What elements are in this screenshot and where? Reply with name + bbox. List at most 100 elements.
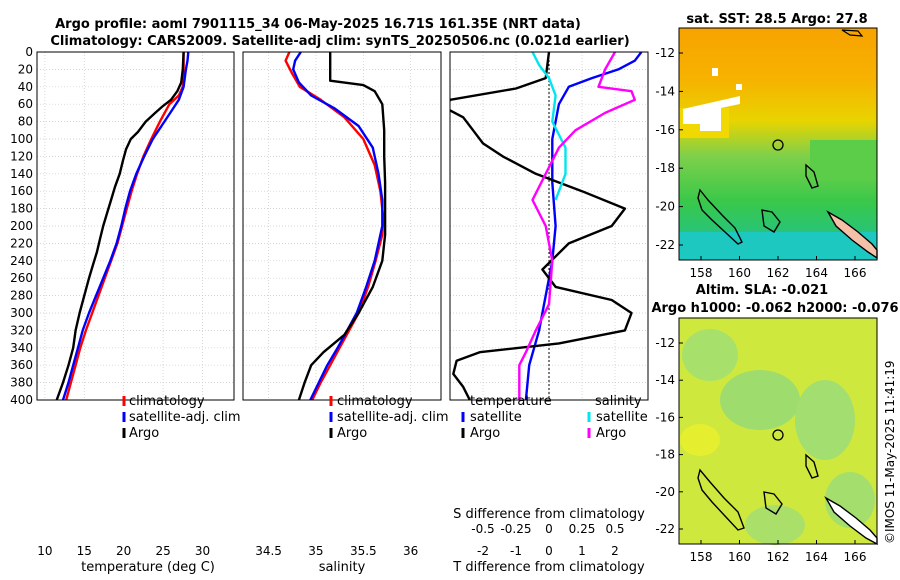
sst-map-panel: sat. SST: 28.5 Argo: 27.8 158 160 162 164 16… <box>655 12 878 280</box>
y-tick-label: 0 <box>25 45 33 59</box>
legend-s-satellite-label: satellite <box>596 410 648 425</box>
map-x-tick-label: 164 <box>805 266 828 280</box>
map-y-tick-label: -12 <box>655 336 675 350</box>
x-tick-label: -2 <box>477 544 489 558</box>
map-y-tick-label: -22 <box>655 522 675 536</box>
difference-ticks: -2 -1 0 1 2 -0.5 -0.25 0 0.25 0.5 <box>471 522 624 558</box>
x2-tick-label: 0 <box>545 522 553 536</box>
sst-coastline-islet <box>805 163 819 189</box>
y-tick-label: 280 <box>10 289 33 303</box>
difference-lines <box>450 52 643 400</box>
sst-cloud-mask <box>683 96 740 131</box>
map-x-tick-label: 162 <box>767 550 790 564</box>
sst-cloud-pixel <box>736 84 742 90</box>
x2-tick-label: -0.5 <box>471 522 494 536</box>
sst-cloud-pixel <box>712 68 718 76</box>
salinity-grid <box>243 51 441 401</box>
imos-watermark: ©IMOS 11-May-2025 11:41:19 <box>883 360 897 544</box>
temperature-lines <box>55 52 190 400</box>
difference-series-line <box>531 52 567 201</box>
y-tick-label: 220 <box>10 236 33 250</box>
sst-argo-marker <box>772 139 784 151</box>
sla-high-blob <box>680 424 720 456</box>
salinity-diff-legend: salinity satellite Argo <box>587 394 648 441</box>
y-tick-label: 260 <box>10 271 33 285</box>
map-x-tick-label: 158 <box>690 266 713 280</box>
title-line-1: Argo profile: aoml 7901115_34 06-May-202… <box>55 17 581 32</box>
sla-map-ticks: 158 160 162 164 166 -12 -14 -16 -18 -20 -22 <box>655 336 866 564</box>
sla-map-title: Altim. SLA: -0.021 <box>696 283 828 298</box>
sla-coastline-islet <box>805 453 819 479</box>
map-y-tick-label: -20 <box>655 200 675 214</box>
salinity-lines <box>284 52 387 400</box>
legend-argo-label: Argo <box>129 426 159 441</box>
legend-s-argo-label: Argo <box>596 426 626 441</box>
y-tick-label: 300 <box>10 306 33 320</box>
legend-temperature-title: temperature <box>470 394 552 409</box>
y-tick-label: 80 <box>18 115 33 129</box>
x-tick-label: 20 <box>116 544 131 558</box>
sla-coastline-island <box>697 468 745 531</box>
x-tick-label: 35.5 <box>350 544 377 558</box>
x-tick-label: 0 <box>545 544 553 558</box>
difference-panel: -2 -1 0 1 2 -0.5 -0.25 0 0.25 0.5 S difference fr… <box>449 51 649 575</box>
sst-map-ticks: 158 160 162 164 166 -12 -14 -16 -18 -20 -22 <box>655 46 866 280</box>
x-tick-label: 30 <box>195 544 210 558</box>
sla-map-subtitle: Argo h1000: -0.062 h2000: -0.076 <box>651 301 898 316</box>
temperature-legend: climatology satellite-adj. clim Argo <box>122 394 241 441</box>
y-tick-label: 340 <box>10 341 33 355</box>
y-tick-label: 240 <box>10 254 33 268</box>
map-y-tick-label: -14 <box>655 84 675 98</box>
x2-tick-label: 0.25 <box>569 522 596 536</box>
sst-map-title: sat. SST: 28.5 Argo: 27.8 <box>686 12 867 27</box>
temperature-axes-box <box>36 51 235 401</box>
sst-patch-green <box>810 140 877 180</box>
temperature-series-line <box>61 52 190 400</box>
map-y-tick-label: -18 <box>655 448 675 462</box>
map-y-tick-label: -22 <box>655 238 675 252</box>
difference-xlabel-t: T difference from climatology <box>452 560 645 575</box>
legend-t-satellite-label: satellite <box>470 410 522 425</box>
salinity-ticks: 34.5 35 35.5 36 <box>255 544 418 558</box>
difference-series-line <box>450 52 633 400</box>
legend-salinity-title: salinity <box>595 394 642 409</box>
y-tick-label: 360 <box>10 358 33 372</box>
map-x-tick-label: 166 <box>844 550 867 564</box>
x-tick-label: 35 <box>308 544 323 558</box>
y-tick-label: 180 <box>10 202 33 216</box>
sla-low-blob <box>745 505 805 545</box>
y-tick-label: 40 <box>18 80 33 94</box>
sla-low-blob <box>720 370 800 430</box>
temperature-series-line <box>55 52 185 400</box>
map-x-tick-label: 160 <box>728 550 751 564</box>
y-tick-label: 100 <box>10 132 33 146</box>
legend-climatology-label: climatology <box>129 394 205 409</box>
x2-tick-label: -0.25 <box>500 522 531 536</box>
map-y-tick-label: -14 <box>655 373 675 387</box>
map-y-tick-label: -20 <box>655 485 675 499</box>
x2-tick-label: 0.5 <box>605 522 624 536</box>
sla-low-blob <box>795 380 855 460</box>
x-tick-label: 36 <box>403 544 418 558</box>
x-tick-label: 1 <box>578 544 586 558</box>
sla-coastline-small <box>763 491 783 515</box>
salinity-series-line <box>292 52 384 400</box>
y-tick-label: 20 <box>18 62 33 76</box>
legend-t-argo-label: Argo <box>470 426 500 441</box>
map-y-tick-label: -12 <box>655 46 675 60</box>
map-x-tick-label: 162 <box>767 266 790 280</box>
temperature-panel: 0 20 40 60 80 100 120 140 160 180 200 220 240 260 280 3… <box>10 45 241 575</box>
x-tick-label: 34.5 <box>255 544 282 558</box>
map-x-tick-label: 166 <box>844 266 867 280</box>
sst-coastline-north <box>841 29 864 37</box>
legend-satellite-label: satellite-adj. clim <box>337 410 449 425</box>
map-y-tick-label: -16 <box>655 410 675 424</box>
y-tick-label: 200 <box>10 219 33 233</box>
temperature-diff-legend: temperature satellite Argo <box>461 394 552 441</box>
x-tick-label: -1 <box>510 544 522 558</box>
map-x-tick-label: 158 <box>690 550 713 564</box>
y-tick-label: 60 <box>18 97 33 111</box>
sla-low-blob <box>682 329 738 381</box>
sst-coastline-small <box>761 209 781 233</box>
y-tick-label: 380 <box>10 376 33 390</box>
